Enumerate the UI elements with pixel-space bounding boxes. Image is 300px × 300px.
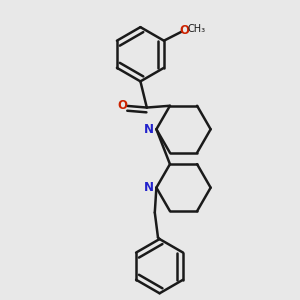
Text: N: N (144, 181, 154, 194)
Text: N: N (144, 123, 154, 136)
Text: O: O (179, 24, 189, 37)
Text: O: O (118, 99, 128, 112)
Text: CH₃: CH₃ (188, 24, 206, 34)
